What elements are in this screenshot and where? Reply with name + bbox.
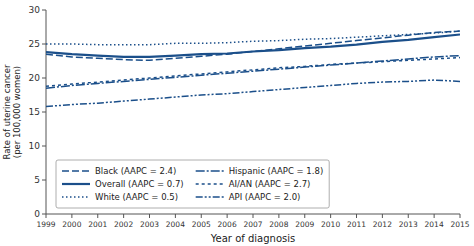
x-tick (356, 214, 357, 218)
y-tick (42, 180, 46, 181)
y-tick-label: 10 (29, 141, 41, 151)
y-tick-label: 0 (34, 209, 40, 219)
y-tick (42, 78, 46, 79)
x-tick (253, 214, 254, 218)
legend-swatch (62, 196, 90, 198)
legend-label: White (AAPC = 0.5) (95, 192, 178, 202)
x-tick-label: 2009 (295, 220, 314, 229)
y-tick (42, 214, 46, 215)
x-tick (46, 214, 47, 218)
x-tick-label: 2004 (166, 220, 185, 229)
y-axis-label-line: (per 100,000 women) (12, 66, 22, 158)
x-tick-label: 2003 (140, 220, 159, 229)
x-tick-label: 2006 (218, 220, 237, 229)
y-tick-label: 15 (29, 107, 40, 117)
x-tick-label: 2007 (243, 220, 262, 229)
y-tick (42, 44, 46, 45)
x-tick-label: 2012 (373, 220, 392, 229)
legend-label: Hispanic (AAPC = 1.8) (229, 166, 324, 176)
series-line (46, 58, 460, 87)
chart: 0 5 10 15 20 25 30 1999 2000 2001 2002 2003 2004 2005… (0, 0, 474, 246)
x-tick (149, 214, 150, 218)
y-tick-label: 5 (34, 175, 40, 185)
x-tick (71, 214, 72, 218)
x-axis-label: Year of diagnosis (210, 233, 295, 244)
legend-swatch (62, 183, 90, 185)
x-tick-label: 2015 (450, 220, 469, 229)
x-tick (175, 214, 176, 218)
x-tick-label: 2002 (114, 220, 133, 229)
x-tick-label: 2013 (399, 220, 418, 229)
x-tick-label: 2014 (425, 220, 444, 229)
x-tick-label: 2010 (321, 220, 340, 229)
x-tick (434, 214, 435, 218)
y-tick-label: 20 (29, 73, 41, 83)
x-tick (201, 214, 202, 218)
y-tick-label: 25 (29, 39, 40, 49)
x-axis (46, 214, 460, 215)
x-tick (97, 214, 98, 218)
series-line (46, 31, 460, 60)
series-line (46, 31, 460, 45)
x-tick (304, 214, 305, 218)
x-tick (382, 214, 383, 218)
legend-frame (56, 160, 329, 208)
legend: Black (AAPC = 2.4) Overall (AAPC = 0.7) Wh… (56, 160, 329, 208)
x-tick-label: 2000 (62, 220, 81, 229)
x-tick-label: 2005 (192, 220, 211, 229)
legend-swatch (196, 183, 224, 185)
legend-swatch (196, 170, 224, 172)
legend-label: Overall (AAPC = 0.7) (95, 179, 184, 189)
y-tick-label: 30 (29, 5, 41, 15)
x-tick (227, 214, 228, 218)
x-tick-label: 2011 (347, 220, 366, 229)
y-axis-label-line: Rate of uterine cancer (2, 64, 12, 159)
legend-swatch (196, 196, 224, 198)
x-tick (123, 214, 124, 218)
x-tick-label: 2001 (88, 220, 107, 229)
x-tick (278, 214, 279, 218)
x-tick (460, 214, 461, 218)
y-tick (42, 112, 46, 113)
y-axis-label: Rate of uterine cancer(per 100,000 women… (2, 64, 22, 159)
x-tick-label: 2008 (269, 220, 288, 229)
legend-swatch (62, 170, 90, 172)
y-tick (42, 146, 46, 147)
x-tick-label: 1999 (36, 220, 55, 229)
x-tick (330, 214, 331, 218)
legend-label: AI/AN (AAPC = 2.7) (229, 179, 311, 189)
legend-label: Black (AAPC = 2.4) (95, 166, 176, 176)
series-line (46, 80, 460, 107)
x-tick (408, 214, 409, 218)
legend-label: API (AAPC = 2.0) (229, 192, 301, 202)
y-tick (42, 10, 46, 11)
series-line (46, 56, 460, 89)
series-group (46, 31, 460, 106)
series-line (46, 34, 460, 56)
y-axis (46, 10, 47, 214)
